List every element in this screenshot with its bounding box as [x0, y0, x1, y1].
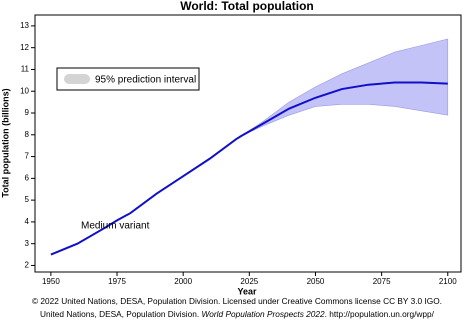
y-tick-label: 3 — [25, 239, 30, 248]
chart-title: World: Total population — [180, 0, 314, 13]
prediction-band — [241, 38, 449, 137]
x-tick-label: 2075 — [373, 277, 391, 286]
footer-line: © 2022 United Nations, DESA, Population … — [32, 296, 442, 306]
y-tick-label: 6 — [25, 173, 30, 182]
x-tick-label: 2050 — [307, 277, 325, 286]
legend-box — [56, 67, 200, 91]
x-tick-label: 2000 — [174, 277, 192, 286]
y-tick-label: 7 — [25, 152, 30, 161]
y-tick-label: 8 — [25, 130, 30, 139]
legend-label: 95% prediction interval — [95, 75, 196, 86]
x-tick-label: 1975 — [108, 277, 126, 286]
legend: 95% prediction interval — [56, 67, 200, 91]
footer-line: United Nations, DESA, Population Divisio… — [40, 309, 435, 319]
x-tick-label: 2100 — [439, 277, 457, 286]
y-tick-label: 10 — [20, 86, 29, 95]
x-tick-label: 2025 — [240, 277, 258, 286]
y-axis-label: Total population (billions) — [0, 88, 10, 197]
annotation: Medium variant — [81, 221, 150, 232]
series-line — [50, 81, 448, 256]
footer-part: World Population Prospects 2022 — [201, 309, 325, 319]
x-tick-label: 1950 — [42, 277, 60, 286]
y-tick-label: 12 — [20, 43, 29, 52]
y-tick-label: 13 — [20, 21, 29, 30]
y-tick-label: 11 — [21, 65, 30, 74]
y-tick-label: 2 — [25, 261, 30, 270]
y-tick-label: 5 — [25, 195, 30, 204]
y-tick-label: 4 — [25, 217, 30, 226]
footer-part: . http://population.un.org/wpp/ — [325, 309, 435, 319]
footer-part: United Nations, DESA, Population Divisio… — [40, 309, 201, 319]
x-axis-label: Year — [237, 286, 257, 296]
legend-swatch — [64, 74, 90, 84]
y-tick-label: 9 — [25, 108, 30, 117]
